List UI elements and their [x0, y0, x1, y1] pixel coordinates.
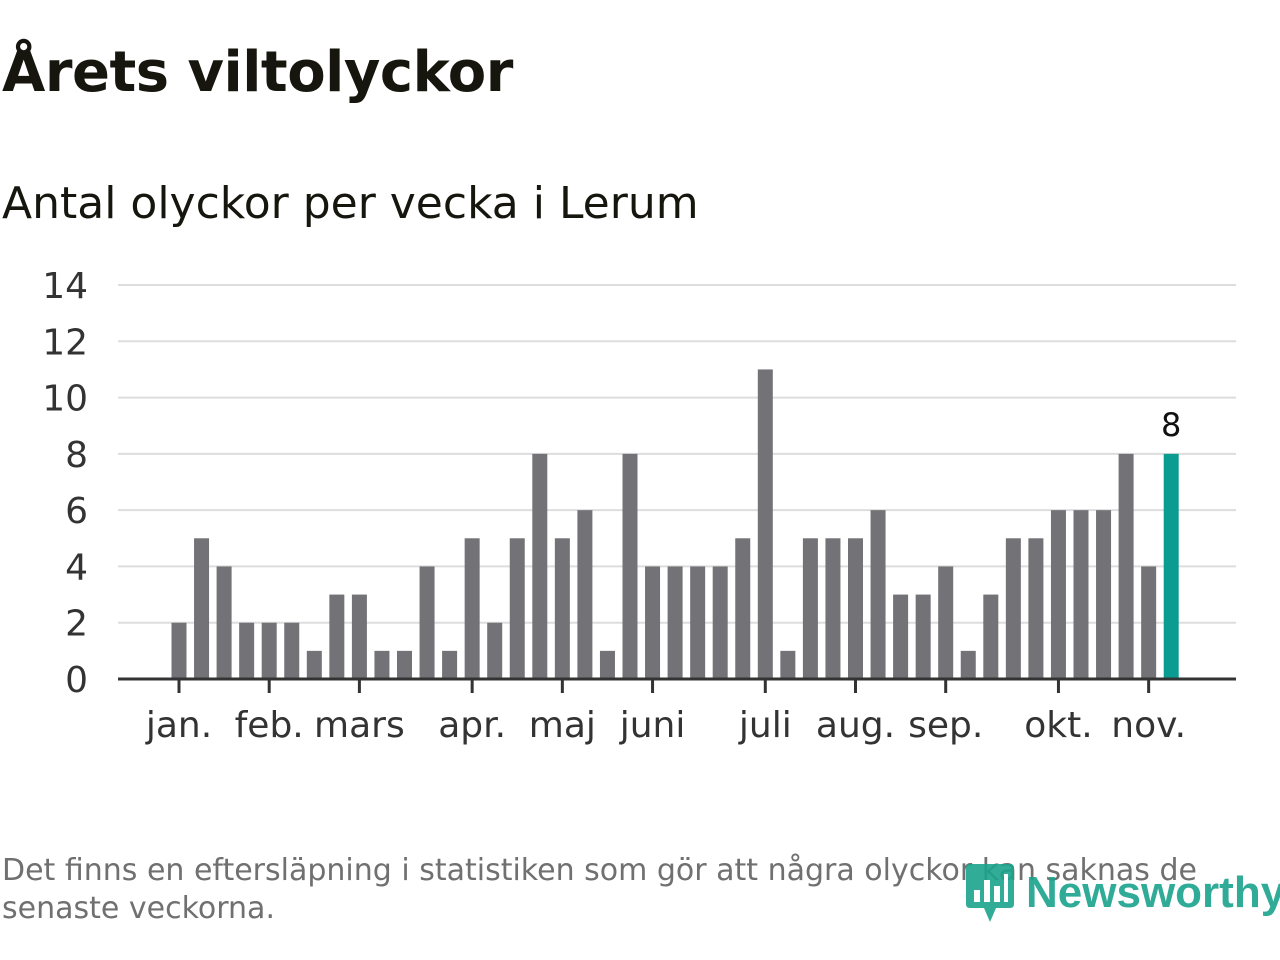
bar [1096, 510, 1112, 679]
bar [1118, 453, 1134, 679]
newsworthy-logo[interactable]: Newsworthy [962, 860, 1280, 926]
bar [239, 622, 255, 679]
x-tick-label: okt. [1024, 705, 1092, 746]
bar [351, 594, 367, 679]
bar [735, 538, 751, 679]
bar [757, 369, 773, 679]
bar [1141, 566, 1157, 679]
bar [915, 594, 931, 679]
y-tick-label: 14 [42, 266, 88, 307]
bar [509, 538, 525, 679]
bar [645, 566, 661, 679]
bar [983, 594, 999, 679]
y-tick-label: 2 [65, 604, 88, 645]
bar [690, 566, 706, 679]
bar [577, 510, 593, 679]
x-tick-label: apr. [438, 705, 506, 746]
bar [329, 594, 345, 679]
x-tick-label: feb. [235, 705, 304, 746]
x-tick-label: jan. [145, 705, 212, 746]
y-tick-label: 0 [65, 660, 88, 701]
bar [960, 650, 976, 679]
x-tick-label: juli [738, 705, 792, 746]
bar [554, 538, 570, 679]
bar [848, 538, 863, 679]
bar [667, 566, 683, 679]
y-tick-label: 8 [65, 435, 88, 476]
grid-lines [118, 284, 1236, 624]
chart-subtitle: Antal olyckor per vecka i Lerum [2, 178, 699, 229]
bar [1005, 538, 1021, 679]
bar [216, 566, 232, 679]
bar [1073, 510, 1089, 679]
bar [1028, 538, 1044, 679]
data-label-highlight: 8 [1161, 406, 1181, 444]
bar-highlight [1163, 453, 1179, 679]
bar [306, 650, 322, 679]
y-axis-ticks: 0 2 4 6 8 10 12 14 [42, 266, 88, 701]
bar [622, 453, 638, 679]
bar [397, 650, 412, 679]
x-tick-label: juni [619, 705, 686, 746]
x-axis: jan. feb. mars apr. maj juni juli aug. sep. okt. n… [118, 677, 1236, 746]
bars [171, 369, 1179, 679]
bar [802, 538, 818, 679]
data-labels: 8 [1161, 406, 1181, 444]
bar [532, 453, 548, 679]
bar [712, 566, 728, 679]
bar [938, 566, 954, 679]
bar [171, 622, 187, 679]
bar [599, 650, 615, 679]
y-tick-label: 10 [42, 379, 88, 420]
bar [464, 538, 480, 679]
y-tick-label: 4 [65, 547, 88, 588]
bar [870, 510, 886, 679]
bar [487, 622, 503, 679]
x-tick-label: sep. [908, 705, 983, 746]
chart-title: Årets viltolyckor [2, 40, 513, 105]
x-tick-label: maj [529, 705, 596, 746]
bar-chart: 0 2 4 6 8 10 12 14 jan. feb. mars apr. maj juni juli a… [42, 266, 1236, 746]
x-tick-label: mars [314, 705, 405, 746]
bar [284, 622, 300, 679]
y-tick-label: 6 [65, 491, 88, 532]
x-tick-label: aug. [816, 705, 895, 746]
y-tick-label: 12 [42, 322, 88, 363]
bar [825, 538, 841, 679]
bar [374, 650, 390, 679]
bar [893, 594, 909, 679]
bar [194, 538, 210, 679]
newsworthy-logo-text: Newsworthy [1026, 868, 1280, 917]
bar [419, 566, 435, 679]
x-tick-label: nov. [1111, 705, 1186, 746]
bar [780, 650, 796, 679]
bar [261, 622, 277, 679]
bar [1050, 510, 1066, 679]
bar [442, 650, 458, 679]
newsworthy-logo-icon [966, 864, 1014, 922]
